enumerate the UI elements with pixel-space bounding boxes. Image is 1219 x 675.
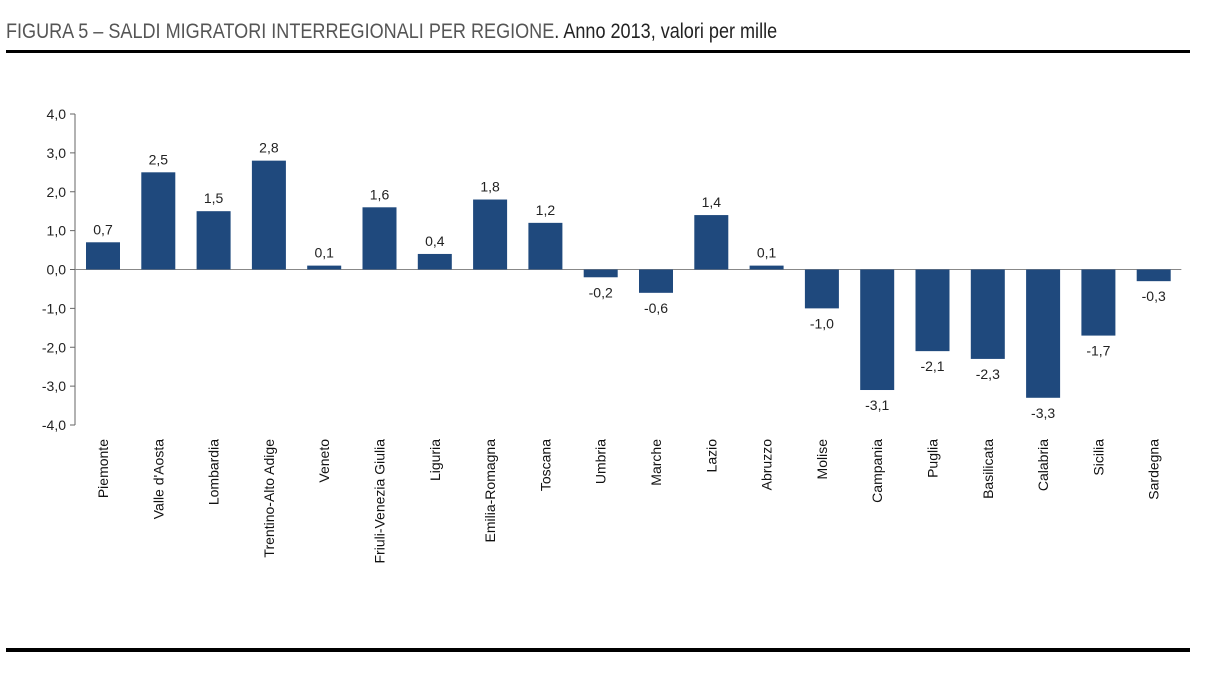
category-labels: Piemonte Valle d'Aosta Lombardia Trentino-A… — [95, 439, 1162, 564]
y-tick-label: -2,0 — [42, 339, 66, 355]
data-label: -1,0 — [810, 315, 834, 331]
category-label: Toscana — [537, 439, 553, 491]
data-label: -0,6 — [644, 300, 668, 316]
category-label: Valle d'Aosta — [150, 439, 166, 519]
data-label: -3,1 — [865, 397, 889, 413]
bar — [417, 253, 452, 270]
category-label: Trentino-Alto Adige — [261, 439, 277, 558]
data-label: 2,8 — [259, 140, 279, 156]
category-label: Campania — [869, 439, 885, 503]
data-label: 0,4 — [425, 233, 445, 249]
data-label: 1,5 — [204, 190, 224, 206]
bar — [804, 269, 839, 309]
bar — [749, 265, 784, 270]
bar — [1136, 269, 1171, 282]
y-tick-label: 2,0 — [47, 184, 67, 200]
bar — [473, 199, 508, 270]
bar — [196, 211, 231, 270]
category-label: Sicilia — [1090, 439, 1106, 476]
bar — [141, 172, 176, 270]
data-label: -1,7 — [1086, 343, 1110, 359]
y-tick-label: -1,0 — [42, 300, 66, 316]
category-label: Lombardia — [206, 439, 222, 505]
top-rule — [6, 50, 1190, 53]
data-label: 0,1 — [757, 245, 777, 261]
category-label: Lazio — [703, 439, 719, 473]
bottom-rule — [6, 648, 1190, 652]
data-label: -0,2 — [589, 284, 613, 300]
data-label: 1,2 — [536, 202, 556, 218]
y-tick-label: -3,0 — [42, 378, 66, 394]
category-label: Liguria — [427, 439, 443, 481]
category-label: Abruzzo — [759, 439, 775, 491]
data-label: -2,3 — [976, 366, 1000, 382]
category-label: Friuli-Venezia Giulia — [372, 439, 388, 564]
category-label: Veneto — [316, 439, 332, 483]
data-label: 2,5 — [149, 151, 169, 167]
bar — [860, 269, 895, 391]
bars — [86, 160, 1171, 398]
data-label: 1,4 — [702, 194, 722, 210]
category-label: Umbria — [593, 439, 609, 484]
data-label: 1,6 — [370, 186, 390, 202]
bar — [528, 222, 563, 270]
bar — [694, 215, 729, 270]
y-tick-label: 4,0 — [47, 106, 67, 122]
y-tick-label: -4,0 — [42, 417, 66, 433]
bar — [86, 242, 120, 270]
y-tick-label: 3,0 — [47, 145, 67, 161]
bar — [307, 265, 342, 270]
y-tick-label: 0,0 — [47, 262, 67, 278]
data-labels: 0,7 2,5 1,5 2,8 0,1 1,6 0,4 1,8 1,2 -0,2 -0,6 1,4 0,… — [93, 140, 1166, 421]
data-label: -0,3 — [1142, 288, 1166, 304]
bar — [639, 269, 673, 293]
category-label: Marche — [648, 439, 664, 486]
bar — [1026, 269, 1061, 398]
data-label: -3,3 — [1031, 405, 1055, 421]
category-label: Puglia — [925, 439, 941, 478]
category-label: Piemonte — [95, 439, 111, 498]
chart-title-main: FIGURA 5 – SALDI MIGRATORI INTERREGIONAL… — [6, 20, 555, 43]
bar — [970, 269, 1005, 359]
category-label: Molise — [814, 439, 830, 480]
bar — [251, 160, 286, 270]
chart-title: FIGURA 5 – SALDI MIGRATORI INTERREGIONAL… — [6, 20, 1024, 44]
data-label: 0,1 — [314, 245, 334, 261]
category-label: Basilicata — [980, 439, 996, 499]
y-tick-label: 1,0 — [47, 223, 67, 239]
bar — [362, 207, 397, 270]
chart-title-sub: . Anno 2013, valori per mille — [554, 20, 778, 43]
data-label: -2,1 — [920, 358, 944, 374]
bar — [915, 269, 950, 352]
bar — [583, 269, 618, 278]
data-label: 0,7 — [93, 221, 113, 237]
bar — [1081, 269, 1116, 336]
category-label: Emilia-Romagna — [482, 439, 498, 543]
data-label: 1,8 — [480, 179, 500, 195]
category-label: Calabria — [1035, 439, 1051, 491]
category-label: Sardegna — [1146, 439, 1162, 500]
